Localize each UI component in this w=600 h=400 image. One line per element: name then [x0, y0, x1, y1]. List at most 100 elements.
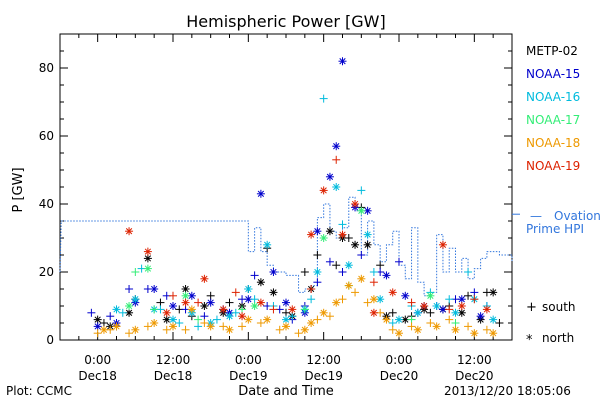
point-star — [169, 315, 177, 324]
point-star — [112, 322, 121, 331]
point-star — [244, 285, 253, 293]
point-plus — [143, 322, 152, 331]
point-plus — [363, 298, 372, 307]
point-star — [169, 322, 177, 331]
point-star — [344, 261, 353, 270]
point-star — [338, 57, 347, 66]
point-plus — [125, 329, 134, 338]
y-tick-label: 40 — [39, 197, 54, 211]
point-star — [150, 285, 159, 293]
y-tick-label: 20 — [39, 265, 54, 279]
point-plus — [313, 315, 322, 324]
point-plus — [464, 268, 473, 276]
point-plus — [231, 308, 240, 317]
point-star — [338, 230, 347, 239]
point-star — [438, 240, 447, 249]
point-star — [131, 295, 140, 304]
point-plus — [313, 251, 322, 259]
point-plus — [369, 278, 378, 287]
point-star — [325, 172, 334, 181]
point-star — [244, 315, 253, 324]
y-axis: 0 20 40 60 80 — [39, 33, 512, 347]
point-plus — [282, 308, 290, 317]
point-plus — [445, 315, 454, 324]
x-tick-day-label: Dec18 — [154, 369, 193, 383]
point-star — [143, 254, 152, 263]
point-star — [382, 271, 391, 280]
point-plus — [118, 308, 127, 317]
point-plus — [238, 322, 247, 331]
point-star — [200, 274, 209, 283]
point-plus — [426, 319, 435, 327]
point-star — [351, 240, 360, 249]
chart-title: Hemispheric Power [GW] — [186, 12, 385, 31]
x-tick-day-label: Dec20 — [380, 369, 419, 383]
point-star — [288, 305, 297, 314]
point-plus — [407, 298, 416, 307]
point-plus — [376, 261, 385, 270]
point-plus — [357, 251, 366, 259]
legend-north-label: north — [542, 331, 574, 345]
x-tick-day-label: Dec19 — [229, 369, 268, 383]
point-plus — [181, 325, 190, 334]
point-plus — [332, 155, 341, 164]
point-star — [225, 312, 234, 321]
point-plus — [212, 315, 221, 324]
point-star — [363, 240, 372, 249]
point-plus — [464, 322, 473, 331]
point-star — [143, 247, 152, 256]
point-plus — [300, 305, 309, 314]
point-star — [125, 302, 134, 310]
point-star — [131, 325, 140, 334]
footer-left: Plot: CCMC — [6, 384, 72, 398]
point-star — [382, 315, 391, 324]
legend-entry-noaa-17: NOAA-17 — [526, 113, 580, 127]
point-star — [357, 206, 366, 215]
point-star — [282, 315, 290, 324]
point-star — [313, 227, 322, 236]
legend-north-symbol: * — [526, 333, 533, 348]
point-star — [388, 288, 397, 297]
point-star — [206, 298, 215, 307]
point-plus — [325, 312, 334, 321]
ovation-line-group — [59, 196, 520, 297]
y-tick-label: 80 — [39, 61, 54, 75]
point-plus — [87, 308, 96, 317]
x-tick-time-label: 0:00 — [235, 353, 262, 367]
point-plus — [275, 325, 284, 334]
x-tick-day-label: Dec20 — [455, 369, 494, 383]
point-star — [476, 312, 485, 321]
point-plus — [319, 94, 328, 103]
point-plus — [407, 322, 416, 331]
point-plus — [307, 295, 316, 304]
point-star — [369, 308, 378, 317]
point-plus — [369, 268, 378, 276]
plot-frame — [59, 33, 513, 341]
point-star — [187, 291, 196, 300]
point-plus — [388, 308, 397, 317]
point-plus — [338, 295, 347, 304]
point-star — [282, 322, 290, 331]
point-star — [395, 329, 403, 338]
y-axis-label: P [GW] — [11, 167, 26, 212]
point-star — [93, 315, 102, 324]
point-star — [112, 305, 121, 314]
point-plus — [325, 257, 334, 266]
x-tick-day-label: Dec18 — [78, 369, 117, 383]
point-plus — [194, 298, 203, 307]
point-star — [489, 315, 498, 324]
legend-ovation-dash: — — [530, 209, 542, 223]
point-plus — [482, 325, 491, 334]
point-star — [125, 227, 134, 236]
point-star — [313, 268, 322, 276]
legend-south-symbol: + — [526, 300, 537, 315]
point-star — [413, 325, 422, 334]
point-plus — [288, 312, 297, 321]
point-star — [420, 302, 429, 310]
point-star — [269, 268, 278, 276]
point-star — [457, 302, 466, 310]
point-plus — [332, 261, 341, 270]
point-plus — [388, 319, 397, 327]
point-plus — [445, 305, 454, 314]
point-plus — [200, 312, 209, 321]
